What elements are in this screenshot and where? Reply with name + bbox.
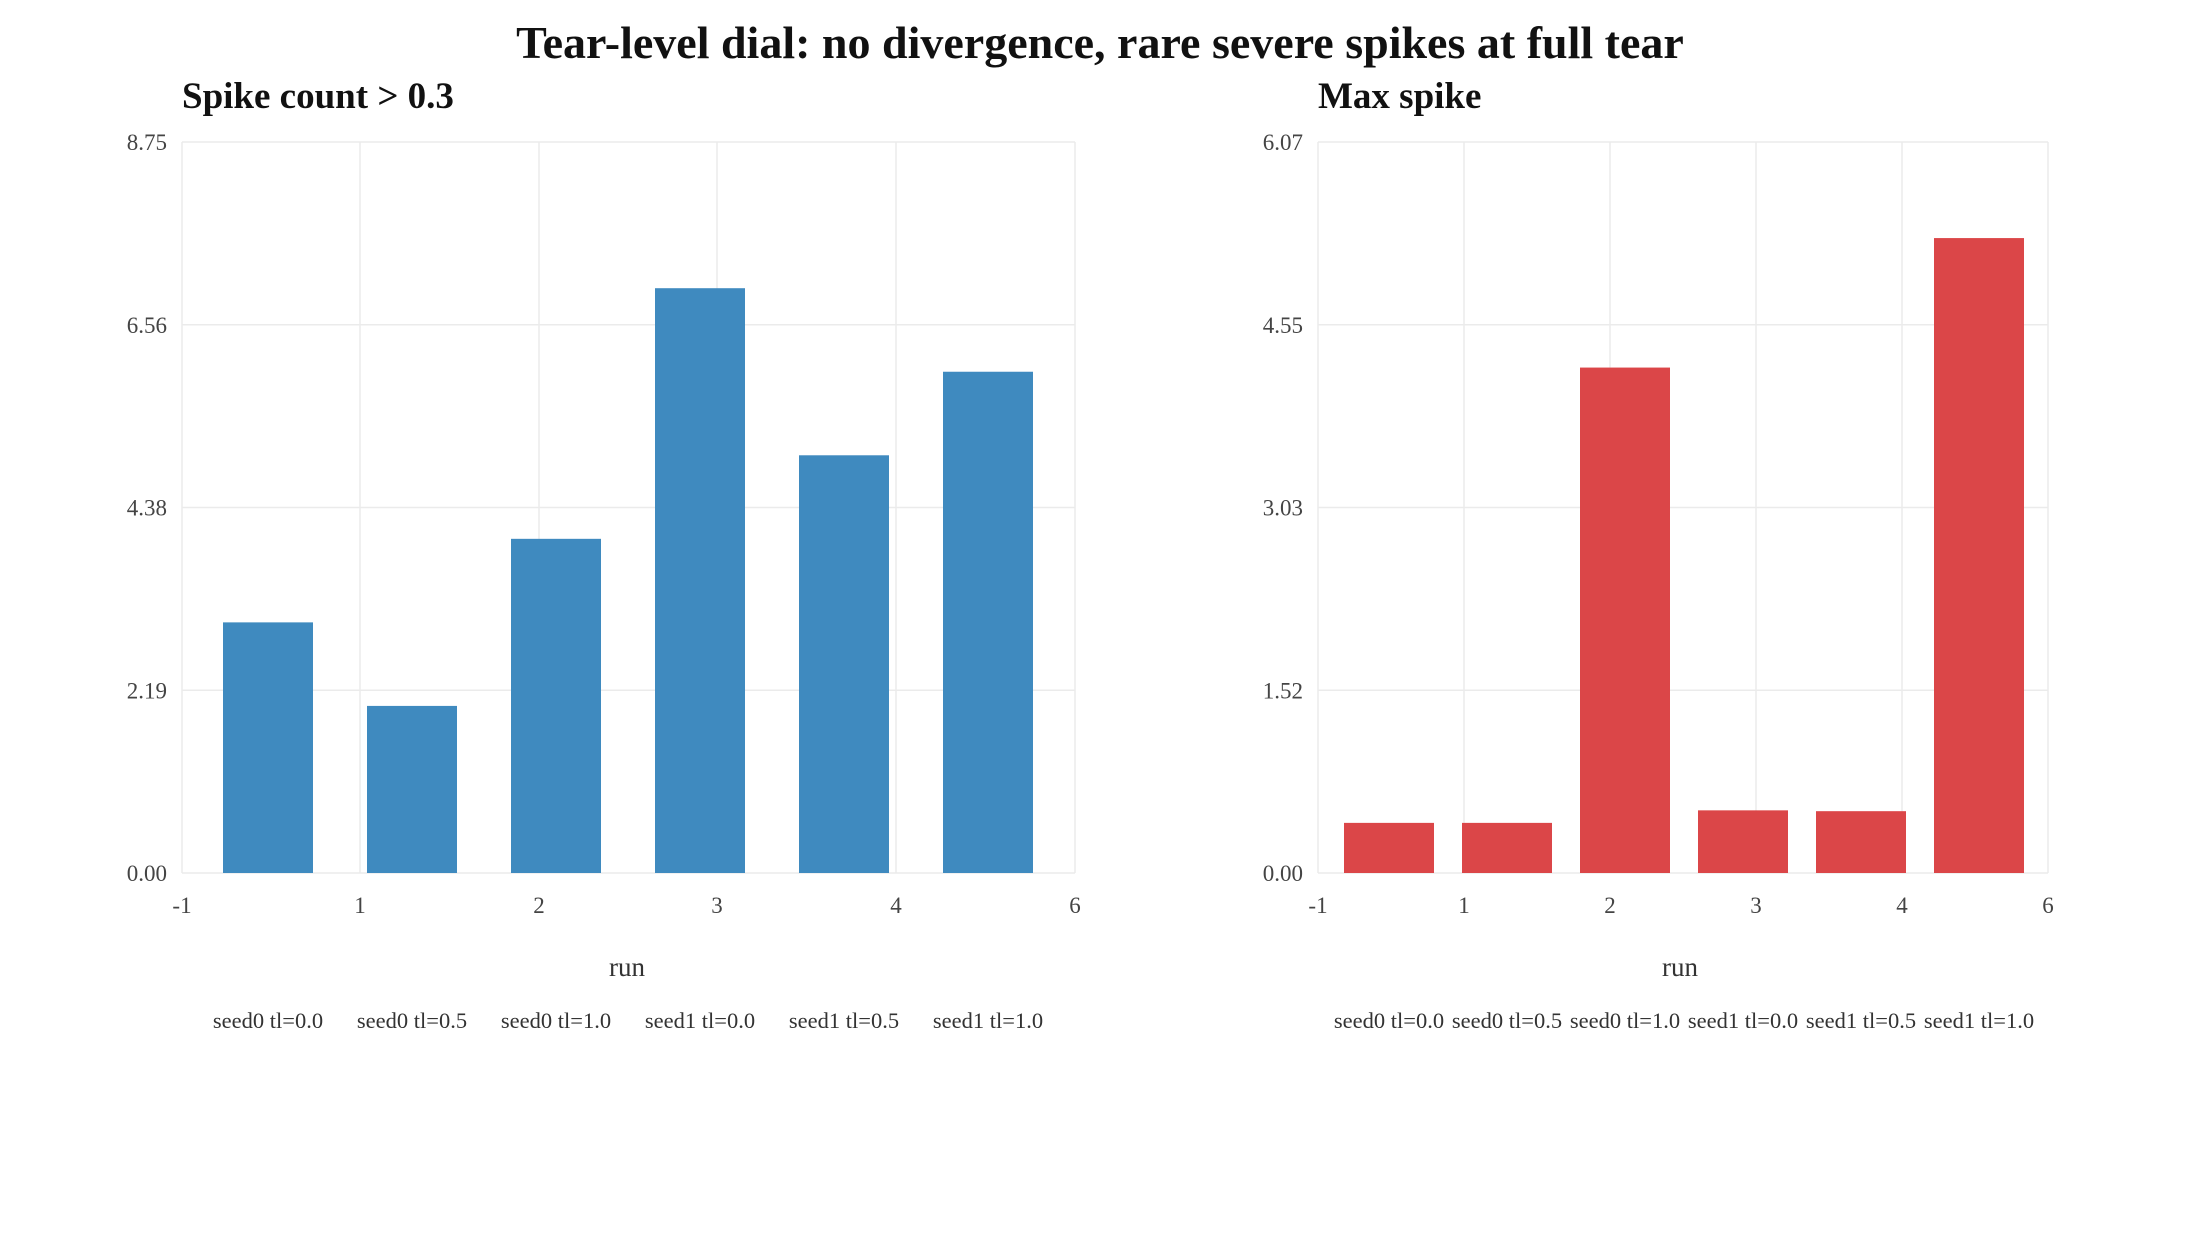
- category-label: seed1 tl=1.0: [933, 1008, 1043, 1033]
- x-axis-label: run: [1662, 952, 1698, 982]
- category-label: seed1 tl=0.5: [789, 1008, 899, 1033]
- x-tick-label: 6: [1069, 893, 1081, 918]
- category-label: seed0 tl=1.0: [501, 1008, 611, 1033]
- y-tick-label: 3.03: [1263, 496, 1303, 521]
- bar: [367, 705, 457, 873]
- category-label: seed1 tl=0.0: [645, 1008, 755, 1033]
- x-tick-label: 2: [1604, 893, 1616, 918]
- chart-panel-right: Max spike 0.00 1.52 3.03 4.55 6.07 -1 1 2 3 4 6 see…: [1263, 76, 2054, 1033]
- bar: [223, 622, 313, 873]
- figure-title: Tear-level dial: no divergence, rare sev…: [516, 17, 1684, 68]
- bar: [1462, 822, 1552, 873]
- x-tick-label: 1: [354, 893, 366, 918]
- x-tick-label: 3: [711, 893, 723, 918]
- category-label: seed0 tl=0.5: [1452, 1008, 1562, 1033]
- bar: [799, 455, 889, 873]
- x-tick-label: 4: [1896, 893, 1908, 918]
- category-label: seed1 tl=1.0: [1924, 1008, 2034, 1033]
- plot-area: 0.00 2.19 4.38 6.56 8.75 -1 1 2 3 4 6 seed0 tl=0.0 s…: [127, 130, 1081, 1033]
- bar: [1816, 811, 1906, 873]
- category-label: seed0 tl=0.0: [213, 1008, 323, 1033]
- y-tick-label: 4.55: [1263, 313, 1303, 338]
- x-axis-label: run: [609, 952, 645, 982]
- x-tick-label: 2: [533, 893, 545, 918]
- y-tick-label: 2.19: [127, 678, 167, 703]
- category-label: seed0 tl=0.5: [357, 1008, 467, 1033]
- chart-title: Max spike: [1318, 76, 1481, 117]
- chart-panel-left: Spike count > 0.3 0.00 2.19 4.38 6.56 8.75 -1…: [127, 76, 1081, 1033]
- x-tick-label: -1: [1308, 893, 1327, 918]
- y-tick-label: 8.75: [127, 130, 167, 155]
- bar: [943, 371, 1033, 873]
- y-tick-label: 1.52: [1263, 678, 1303, 703]
- bar: [655, 288, 745, 873]
- plot-area: 0.00 1.52 3.03 4.55 6.07 -1 1 2 3 4 6 seed0 tl=0.0 s…: [1263, 130, 2054, 1033]
- x-tick-label: -1: [172, 893, 191, 918]
- y-tick-label: 4.38: [127, 496, 167, 521]
- chart-title: Spike count > 0.3: [182, 76, 454, 117]
- y-tick-label: 6.07: [1263, 130, 1303, 155]
- bar: [1934, 238, 2024, 873]
- y-tick-label: 6.56: [127, 313, 167, 338]
- bar: [1580, 367, 1670, 873]
- x-tick-label: 1: [1458, 893, 1470, 918]
- category-label: seed0 tl=1.0: [1570, 1008, 1680, 1033]
- category-label: seed0 tl=0.0: [1334, 1008, 1444, 1033]
- y-tick-label: 0.00: [1263, 861, 1303, 886]
- category-label: seed1 tl=0.5: [1806, 1008, 1916, 1033]
- x-tick-label: 4: [890, 893, 902, 918]
- x-tick-label: 6: [2042, 893, 2054, 918]
- y-tick-label: 0.00: [127, 861, 167, 886]
- bar: [511, 538, 601, 873]
- category-label: seed1 tl=0.0: [1688, 1008, 1798, 1033]
- bar: [1698, 810, 1788, 873]
- x-tick-label: 3: [1750, 893, 1762, 918]
- bar: [1344, 822, 1434, 873]
